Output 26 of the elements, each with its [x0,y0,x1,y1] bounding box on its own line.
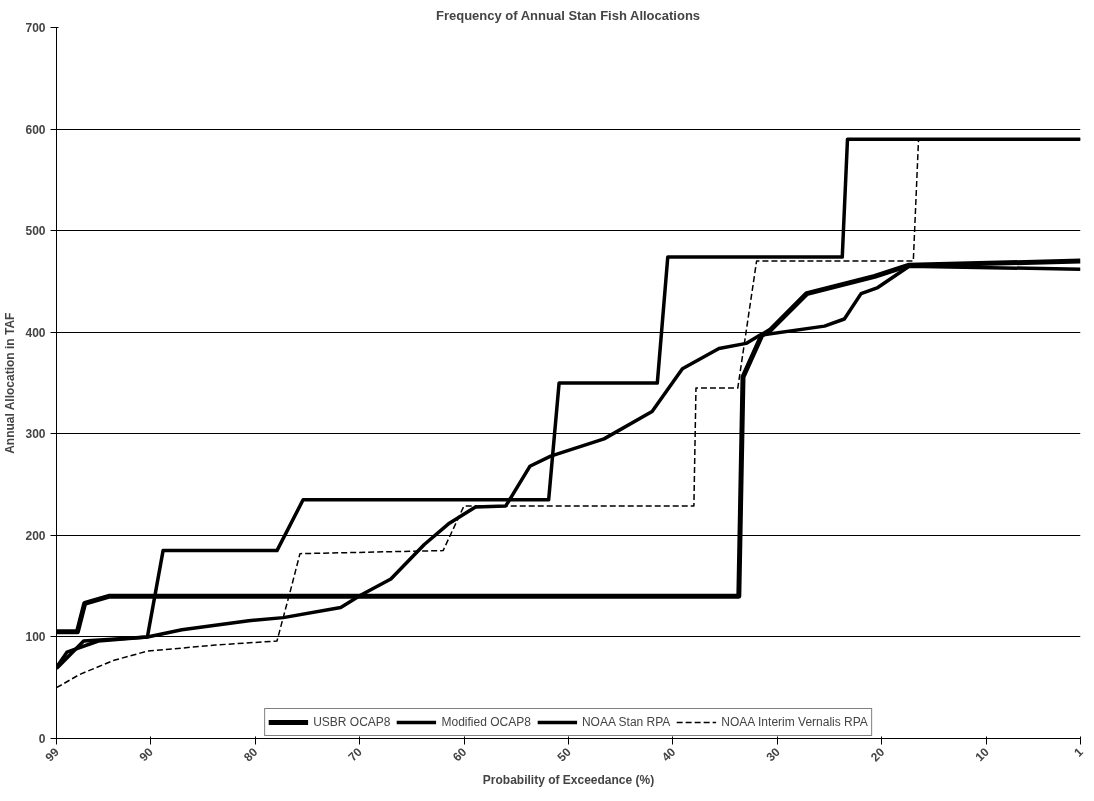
y-tick-label: 500 [25,224,46,239]
chart-title: Frequency of Annual Stan Fish Allocations [435,7,701,23]
x-tick-label: 60 [449,744,470,765]
x-tick-label: 10 [972,744,992,765]
y-tick-label: 300 [25,427,46,442]
x-tick-label: 1 [1071,744,1087,760]
x-tick-label: 80 [240,744,261,765]
y-axis-title: Annual Allocation in TAF [3,312,18,454]
x-tick-label: 30 [763,744,784,765]
x-tick-label: 40 [658,744,679,765]
x-tick-label: 90 [136,744,157,765]
x-tick-label: 70 [345,744,366,765]
x-tick-label: 20 [867,744,888,765]
x-axis-title: Probability of Exceedance (%) [482,773,655,788]
y-tick-label: 600 [25,122,46,137]
legend-label: USBR OCAP8 [313,715,391,729]
y-tick-label: 200 [25,528,46,543]
x-tick-label: 50 [554,744,575,765]
y-tick-label: 400 [25,325,46,340]
x-tick-label: 99 [42,744,63,765]
y-tick-label: 100 [25,630,46,645]
y-tick-label: 700 [25,21,46,35]
legend-label: NOAA Interim Vernalis RPA [721,715,868,729]
y-tick-label: 0 [38,732,46,746]
legend-label: Modified OCAP8 [441,715,531,729]
legend-label: NOAA Stan RPA [581,715,671,729]
